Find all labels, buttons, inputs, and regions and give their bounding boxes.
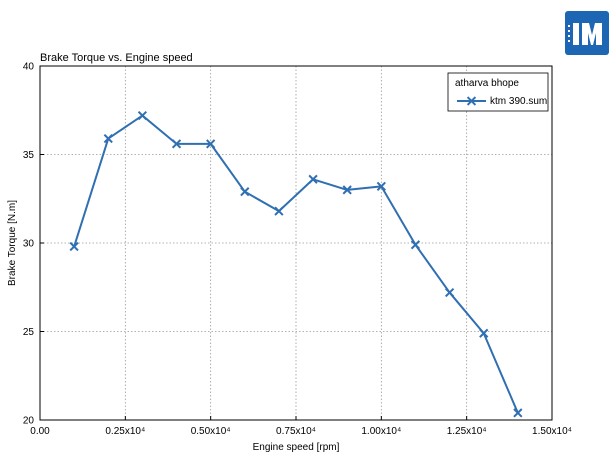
data-point bbox=[103, 133, 113, 144]
x-tick-label: 1.50x10⁴ bbox=[532, 426, 572, 437]
data-point bbox=[513, 408, 523, 418]
software-logo bbox=[565, 11, 609, 55]
x-tick-label: 0.00 bbox=[30, 426, 50, 437]
logo-mark bbox=[573, 23, 602, 45]
x-tick-label: 0.25x10⁴ bbox=[105, 426, 145, 437]
legend-box bbox=[447, 72, 549, 112]
x-axis: 0.00 0.25x10⁴ 0.50x10⁴ 0.75x10⁴ 1.00x10⁴ 1.25… bbox=[30, 416, 572, 437]
x-tick-label: 1.00x10⁴ bbox=[361, 426, 401, 437]
data-point bbox=[410, 240, 421, 250]
data-point bbox=[479, 328, 489, 338]
y-tick-label: 35 bbox=[23, 150, 35, 161]
y-tick-label: 30 bbox=[23, 239, 35, 250]
x-tick-label: 0.50x10⁴ bbox=[191, 426, 231, 437]
series-line bbox=[73, 114, 519, 414]
grid bbox=[40, 66, 552, 420]
legend: atharva bhope ktm 390.sum bbox=[447, 72, 549, 112]
legend-title: atharva bhope bbox=[455, 78, 519, 89]
x-tick-label: 0.75x10⁴ bbox=[276, 426, 316, 437]
legend-series-marker bbox=[466, 96, 477, 106]
data-point bbox=[240, 187, 250, 197]
series-group bbox=[69, 110, 523, 418]
data-point bbox=[137, 110, 148, 121]
data-point bbox=[274, 206, 284, 216]
data-point bbox=[308, 174, 318, 184]
y-tick-label: 20 bbox=[23, 416, 35, 427]
legend-marker-x bbox=[466, 96, 477, 106]
x-tick-label: 1.25x10⁴ bbox=[447, 426, 487, 437]
data-point bbox=[444, 287, 455, 298]
y-axis-label: Brake Torque [N.m] bbox=[7, 200, 18, 286]
data-point bbox=[376, 181, 386, 191]
chart-title: Brake Torque vs. Engine speed bbox=[40, 52, 193, 64]
data-point bbox=[342, 185, 352, 195]
data-point bbox=[171, 139, 182, 149]
y-tick-label: 40 bbox=[23, 62, 35, 73]
data-point bbox=[206, 139, 216, 149]
x-axis-label: Engine speed [rpm] bbox=[253, 442, 340, 453]
legend-series-label: ktm 390.sum bbox=[490, 96, 547, 107]
y-tick-label: 25 bbox=[23, 327, 35, 338]
data-point bbox=[69, 241, 79, 252]
y-axis: 20 25 30 35 40 bbox=[23, 62, 44, 427]
